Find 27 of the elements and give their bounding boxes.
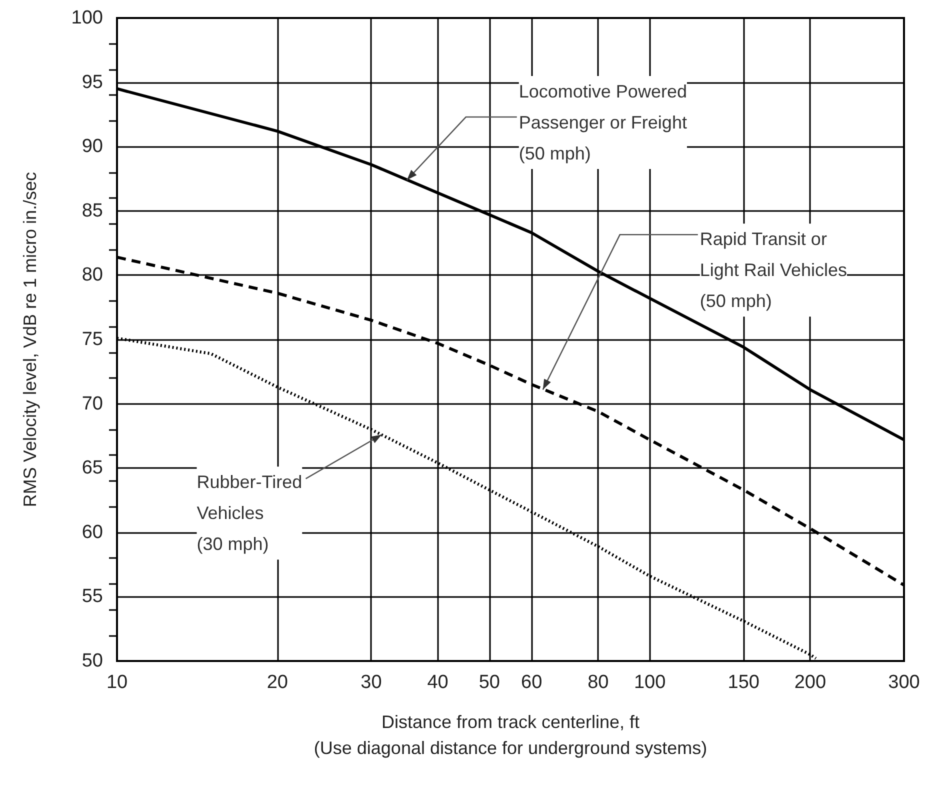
y-tick-label: 55 <box>82 586 103 608</box>
x-tick-label: 300 <box>888 672 920 693</box>
x-tick-label: 10 <box>106 672 128 693</box>
y-axis-title: RMS Velocity level, VdB re 1 micro in./sec <box>20 172 40 508</box>
y-tick-label: 95 <box>82 72 103 93</box>
x-tick-label: 150 <box>728 672 760 693</box>
x-tick-label: 80 <box>588 672 609 693</box>
x-tick-label: 20 <box>266 672 288 693</box>
y-tick-label: 65 <box>82 458 103 479</box>
y-tick-label: 90 <box>82 136 103 158</box>
x-tick-label: 100 <box>634 672 666 693</box>
x-tick-label: 40 <box>427 672 448 693</box>
y-tick-label: 80 <box>82 264 103 286</box>
y-tick-label: 75 <box>82 329 103 350</box>
y-tick-label: 50 <box>82 650 103 672</box>
annotation: Locomotive Powered Passenger or Freight (50 mph) <box>518 82 687 164</box>
x-tick-label: 200 <box>794 672 826 693</box>
annotation: Rubber-Tired Vehicles (30 mph) <box>196 472 302 554</box>
x-tick-label: 30 <box>360 672 382 693</box>
y-tick-label: 70 <box>82 393 103 414</box>
x-tick-label: 50 <box>478 672 500 693</box>
annotation: Rapid Transit or Light Rail Vehicles (50 mph) <box>700 229 847 312</box>
x-tick-label: 60 <box>521 672 542 693</box>
y-tick-label: 100 <box>71 8 103 28</box>
x-axis-title: Distance from track centerline, ft (Use diagonal distance for underground systems) <box>314 712 708 758</box>
y-tick-label: 85 <box>82 200 103 222</box>
y-tick-label: 60 <box>82 522 103 543</box>
